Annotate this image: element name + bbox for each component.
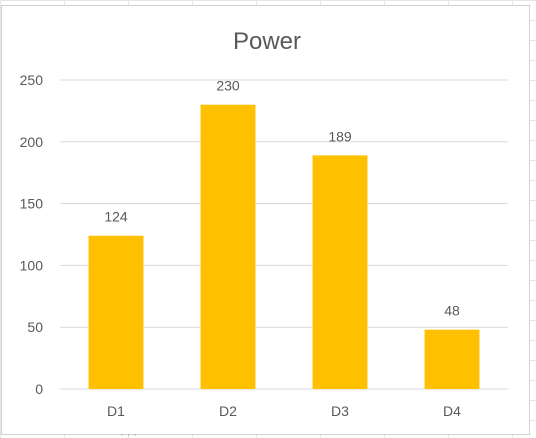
bar-d3[interactable] xyxy=(312,155,368,389)
y-tick-label: 50 xyxy=(27,319,43,335)
partial-cell-text: · · · xyxy=(120,430,138,438)
data-label-d2: 230 xyxy=(216,78,240,94)
chart-title: Power xyxy=(233,28,301,55)
x-category-label: D2 xyxy=(219,403,237,419)
data-label-d1: 124 xyxy=(104,209,128,225)
y-axis-ticks: 0 50 100 150 200 250 xyxy=(20,72,44,397)
data-labels: 124 230 189 48 xyxy=(104,78,460,319)
x-category-label: D1 xyxy=(107,403,125,419)
y-tick-label: 250 xyxy=(20,72,44,88)
bars xyxy=(88,104,480,389)
y-tick-label: 150 xyxy=(20,196,44,212)
y-tick-label: 100 xyxy=(20,257,44,273)
y-tick-label: 200 xyxy=(20,134,44,150)
x-axis-categories: D1 D2 D3 D4 xyxy=(107,403,461,419)
bar-d1[interactable] xyxy=(88,235,144,389)
x-category-label: D3 xyxy=(331,403,349,419)
data-label-d3: 189 xyxy=(328,128,352,144)
y-tick-label: 0 xyxy=(35,381,43,397)
bar-d2[interactable] xyxy=(200,104,256,389)
x-category-label: D4 xyxy=(443,403,461,419)
bar-d4[interactable] xyxy=(424,329,480,389)
data-label-d4: 48 xyxy=(444,303,460,319)
